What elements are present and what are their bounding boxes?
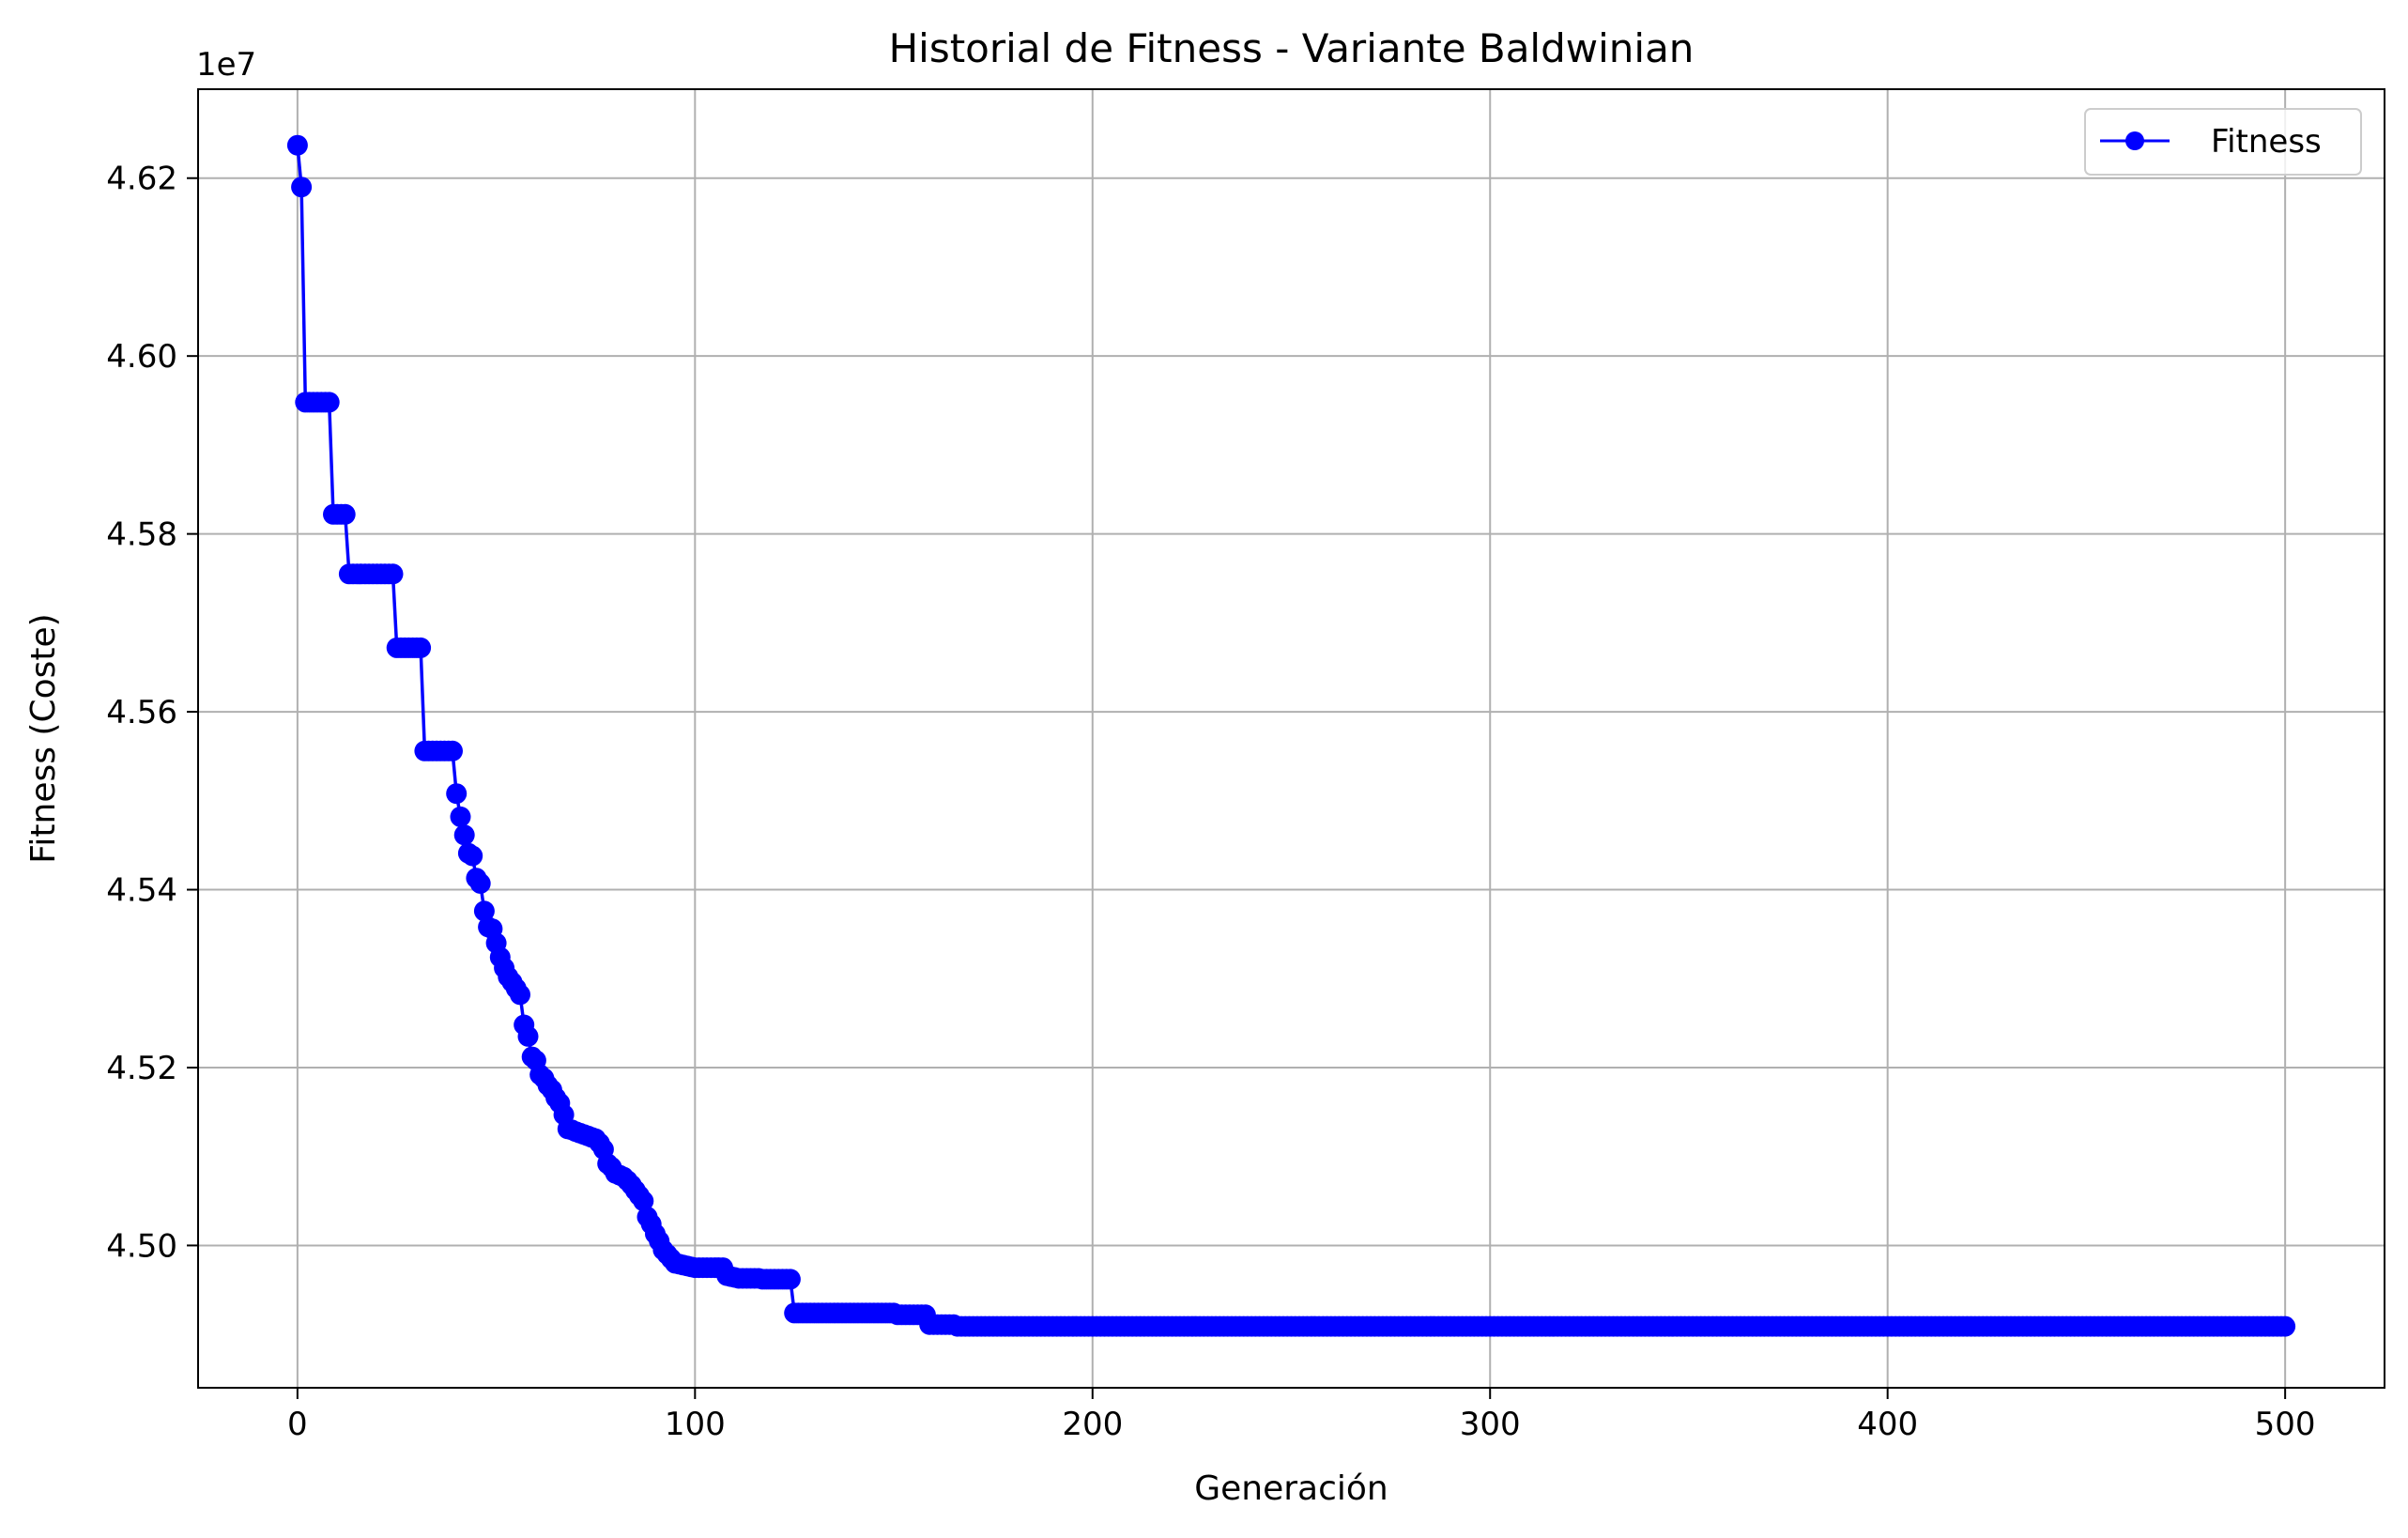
data-point (318, 392, 340, 413)
data-point (286, 134, 308, 156)
data-series (286, 134, 2296, 1337)
x-tick-label: 400 (1857, 1406, 1918, 1443)
x-axis-label: Generación (1194, 1469, 1388, 1508)
y-axis-offset-label: 1e7 (196, 46, 256, 84)
data-point (453, 824, 475, 846)
data-point (517, 1025, 539, 1047)
y-tick-label: 4.54 (106, 872, 177, 910)
data-point (382, 563, 404, 585)
grid-lines (198, 89, 2385, 1388)
data-point (450, 806, 471, 827)
x-tick-label: 500 (2255, 1406, 2316, 1443)
axis-ticks: 0 100 200 300 400 500 4.50 4.52 4.54 4.56 4.58 4.60… (106, 161, 2315, 1443)
x-tick-label: 0 (287, 1406, 308, 1443)
data-point (410, 637, 432, 658)
legend: Fitness (2084, 108, 2362, 176)
legend-box (2084, 108, 2362, 176)
data-point (446, 783, 468, 805)
data-point (2275, 1315, 2296, 1337)
data-point (779, 1269, 801, 1290)
data-point (469, 872, 491, 894)
y-tick-label: 4.52 (106, 1050, 177, 1087)
legend-label: Fitness (2211, 123, 2322, 161)
legend-marker-swatch (2125, 131, 2144, 150)
x-tick-label: 100 (665, 1406, 726, 1443)
data-point (334, 503, 356, 525)
y-tick-label: 4.50 (106, 1227, 177, 1265)
plot-frame (197, 88, 2385, 1389)
y-tick-label: 4.58 (106, 516, 177, 554)
y-tick-label: 4.60 (106, 338, 177, 376)
data-point (633, 1191, 654, 1212)
data-point (462, 845, 483, 867)
chart-title: Historial de Fitness - Variante Baldwini… (889, 25, 1695, 71)
x-tick-label: 300 (1460, 1406, 1521, 1443)
data-point (442, 740, 463, 761)
data-point (510, 984, 530, 1006)
data-point (291, 177, 313, 198)
y-axis-label: Fitness (Coste) (24, 613, 63, 863)
data-point (473, 900, 495, 922)
y-tick-label: 4.56 (106, 694, 177, 731)
x-tick-label: 200 (1062, 1406, 1123, 1443)
y-tick-label: 4.62 (106, 161, 177, 198)
